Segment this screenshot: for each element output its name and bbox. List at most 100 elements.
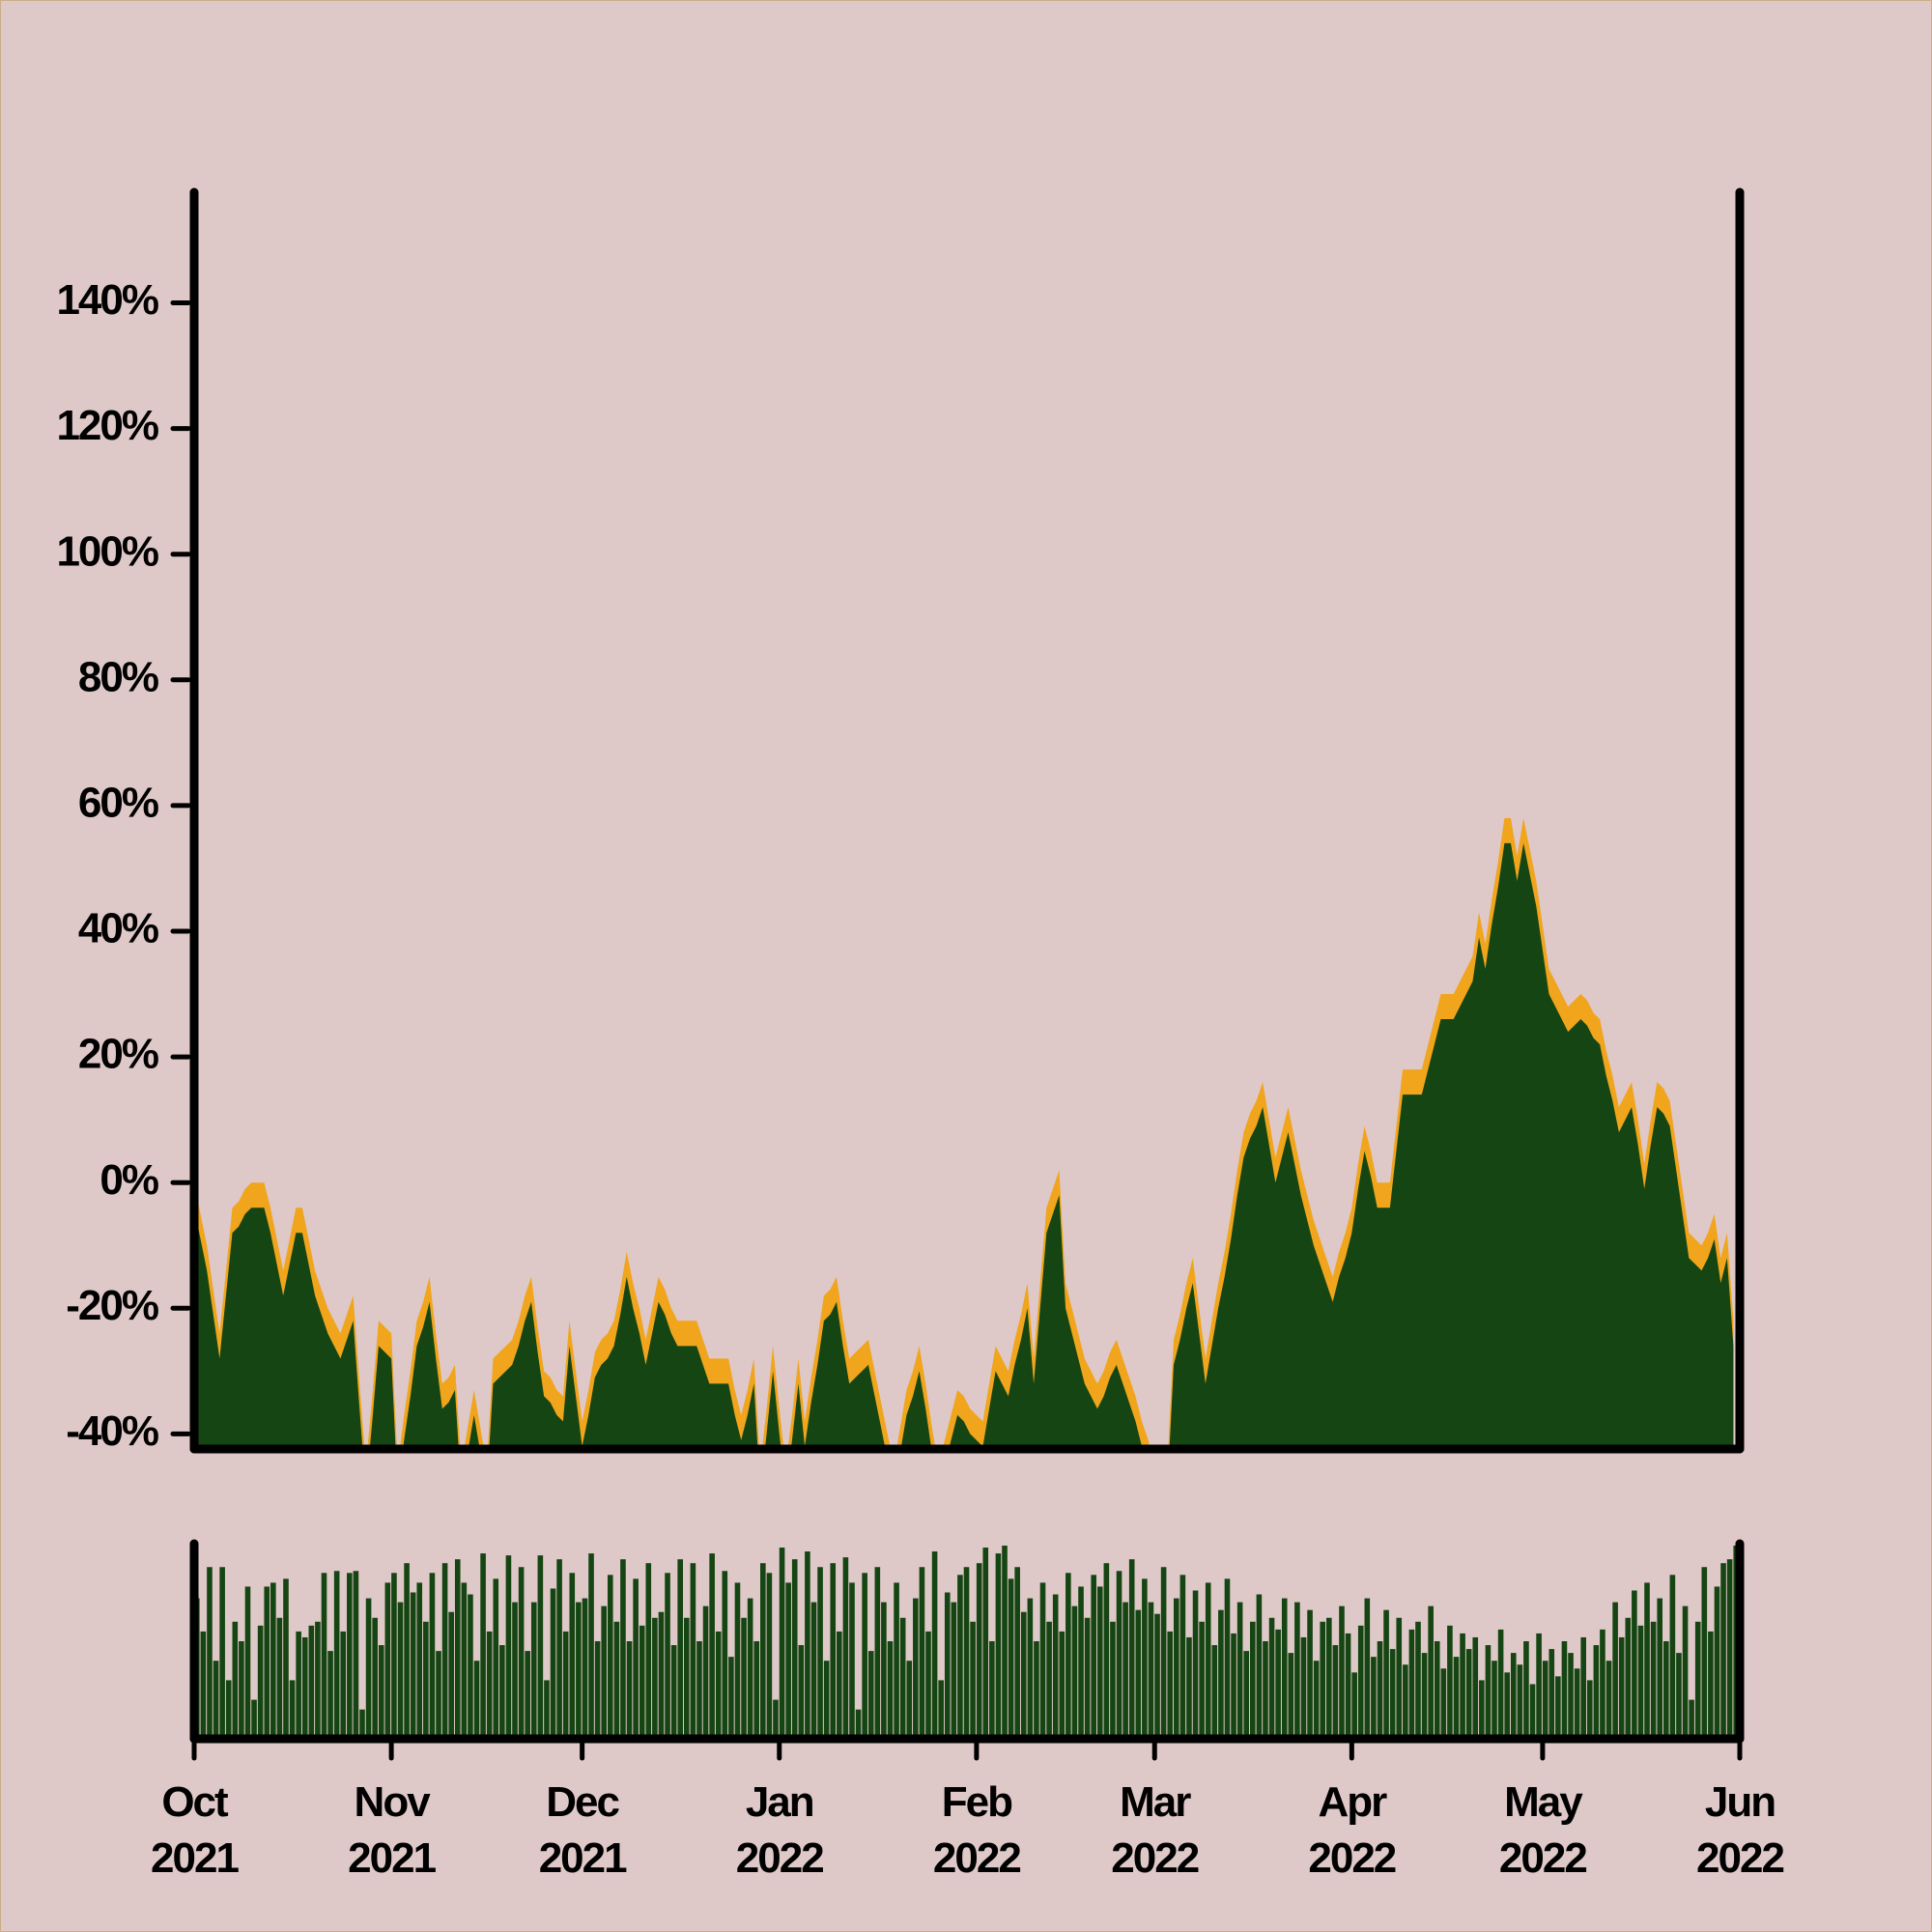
area: [194, 842, 1734, 1449]
bar: [957, 1575, 963, 1739]
x-tick-label: Dec 2021: [538, 1778, 628, 1882]
y-tick-label: 80%: [78, 653, 158, 700]
y-tick-label: 40%: [78, 905, 158, 952]
bar: [473, 1661, 480, 1739]
bar: [1307, 1609, 1313, 1739]
bar: [512, 1602, 518, 1739]
bar: [1256, 1594, 1263, 1739]
bar: [359, 1709, 365, 1739]
bar: [1434, 1641, 1440, 1739]
bar: [1288, 1653, 1294, 1739]
bar: [378, 1645, 384, 1739]
bar: [753, 1641, 760, 1739]
bar: [1014, 1567, 1020, 1739]
bar: [270, 1582, 276, 1739]
bar: [970, 1621, 976, 1739]
bar: [1065, 1573, 1071, 1739]
bar: [1682, 1605, 1689, 1739]
bar: [1039, 1582, 1046, 1739]
bar: [1122, 1602, 1128, 1739]
bar: [1002, 1546, 1008, 1739]
y-tick-label: 100%: [56, 527, 157, 575]
x-tick-label: Jun 2022: [1696, 1778, 1785, 1882]
bar: [670, 1645, 677, 1739]
bar: [1689, 1699, 1694, 1739]
bar: [963, 1567, 970, 1739]
bar: [1726, 1559, 1733, 1739]
bar: [283, 1578, 289, 1739]
bar: [1231, 1633, 1236, 1739]
bar: [200, 1631, 207, 1739]
bar: [1281, 1598, 1288, 1739]
bar: [289, 1680, 296, 1739]
bar: [867, 1651, 874, 1739]
bar: [830, 1563, 837, 1739]
bar: [791, 1559, 798, 1739]
bar: [620, 1559, 626, 1739]
bar: [919, 1567, 925, 1739]
bar: [1389, 1649, 1396, 1739]
bar: [1383, 1609, 1389, 1739]
bar: [468, 1594, 473, 1739]
bar: [652, 1617, 658, 1739]
bar: [530, 1602, 537, 1739]
bar: [951, 1602, 957, 1739]
bar: [365, 1598, 372, 1739]
bar: [499, 1645, 505, 1739]
bar: [1720, 1563, 1726, 1739]
bar: [550, 1588, 556, 1739]
bar: [1447, 1625, 1453, 1739]
bar: [760, 1563, 766, 1739]
x-tick-label: Nov 2021: [348, 1778, 437, 1882]
bar: [1326, 1617, 1332, 1739]
bar: [683, 1617, 690, 1739]
bar: [1236, 1602, 1243, 1739]
bar: [1268, 1617, 1275, 1739]
bar: [944, 1592, 951, 1739]
bar: [1371, 1657, 1377, 1739]
bar: [1676, 1653, 1682, 1739]
bar: [881, 1602, 887, 1739]
bar: [301, 1636, 308, 1739]
bar: [239, 1641, 244, 1739]
bar: [690, 1563, 696, 1739]
bar: [741, 1617, 747, 1739]
bar: [1218, 1609, 1224, 1739]
bar: [1650, 1621, 1657, 1739]
bar: [1084, 1617, 1091, 1739]
bar: [1008, 1578, 1014, 1739]
bar: [232, 1621, 239, 1739]
bar: [702, 1605, 709, 1739]
bar: [779, 1548, 785, 1739]
bar: [1313, 1661, 1320, 1739]
bar: [823, 1661, 830, 1739]
bar: [340, 1631, 347, 1739]
bar: [1135, 1609, 1142, 1739]
bar: [1339, 1605, 1345, 1739]
bar: [874, 1567, 881, 1739]
bar: [308, 1625, 315, 1739]
bar: [1421, 1653, 1428, 1739]
bar: [1504, 1672, 1510, 1739]
bar: [1460, 1633, 1465, 1739]
bar: [1096, 1586, 1103, 1739]
bar: [448, 1611, 454, 1739]
bar: [1510, 1653, 1517, 1739]
bar: [1091, 1575, 1096, 1739]
x-tick-label: Feb 2022: [932, 1778, 1022, 1882]
bar: [1644, 1582, 1650, 1739]
bar: [219, 1567, 225, 1739]
y-tick-label: 20%: [78, 1031, 158, 1078]
bar: [588, 1553, 594, 1739]
bar: [645, 1563, 652, 1739]
bar: [887, 1641, 894, 1739]
bar: [1708, 1631, 1714, 1739]
x-tick-label: Oct 2021: [151, 1778, 240, 1882]
bar: [327, 1651, 333, 1739]
bar: [1568, 1653, 1574, 1739]
bar: [607, 1575, 613, 1739]
bar: [639, 1625, 645, 1739]
bar: [1052, 1594, 1059, 1739]
bar: [601, 1605, 607, 1739]
